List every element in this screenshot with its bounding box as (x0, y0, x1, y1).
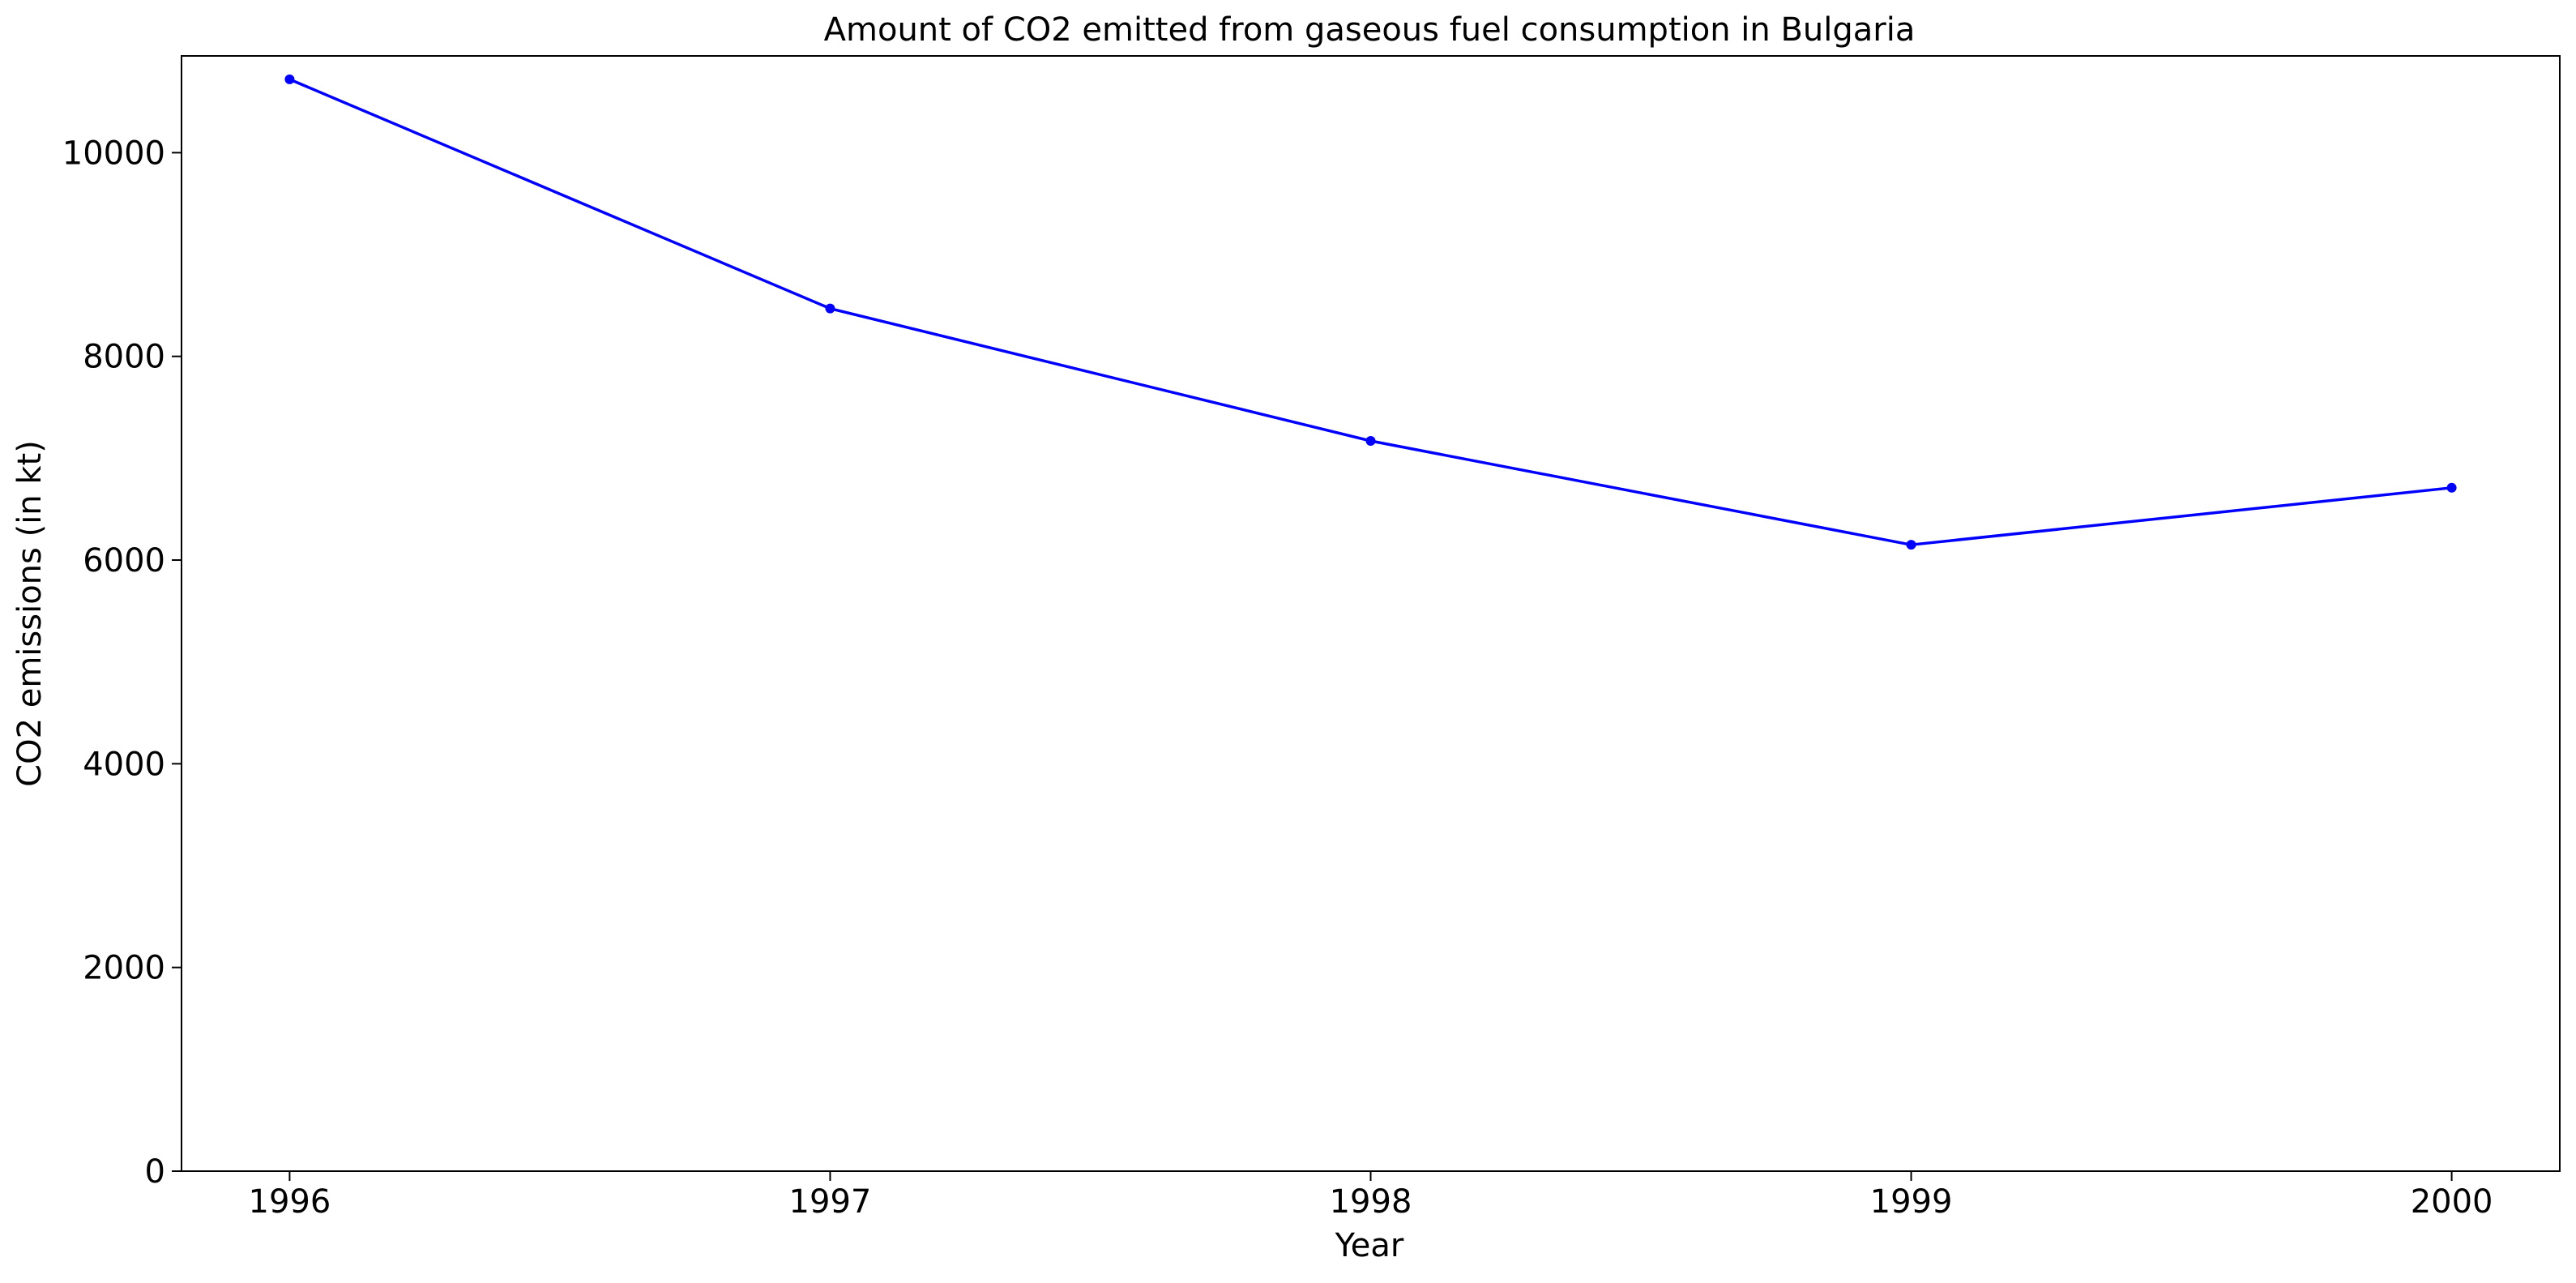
y-axis-label: CO2 emissions (in kt) (11, 440, 49, 787)
y-tick-label: 6000 (83, 542, 165, 579)
x-tick-label: 2000 (2411, 1183, 2493, 1221)
data-point (1906, 540, 1916, 550)
y-tick-label: 2000 (83, 950, 165, 987)
x-tick-label: 1998 (1330, 1183, 1412, 1221)
x-axis-label: Year (1335, 1227, 1404, 1264)
plot-area: 1996 1997 1998 1999 2000 0 2000 4000 6000 8000 100… (62, 55, 2561, 1221)
x-tick-label: 1997 (789, 1183, 872, 1221)
x-tick-label: 1996 (249, 1183, 331, 1221)
y-tick-label: 4000 (83, 746, 165, 783)
data-point (284, 74, 295, 84)
y-tick-label: 0 (145, 1153, 165, 1191)
data-point (1365, 436, 1376, 447)
y-tick-label: 10000 (62, 135, 165, 172)
chart-title: Amount of CO2 emitted from gaseous fuel … (824, 11, 1916, 49)
y-tick-label: 8000 (83, 339, 165, 376)
x-tick-label: 1999 (1870, 1183, 1953, 1221)
data-point (825, 303, 835, 314)
data-point (2446, 482, 2457, 493)
